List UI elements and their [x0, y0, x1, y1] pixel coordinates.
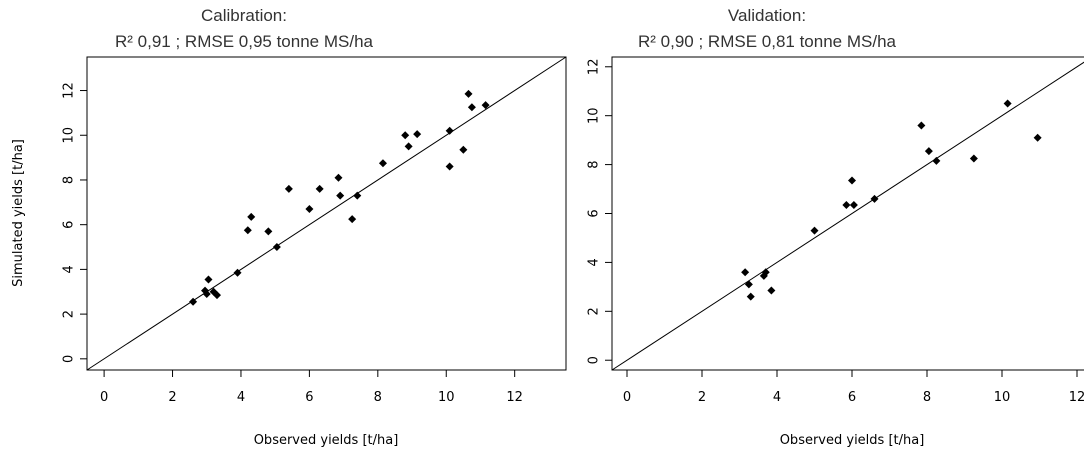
x-tick-label: 6	[305, 390, 313, 405]
data-point	[233, 268, 242, 277]
x-axis: 0 2 4 6 8 10 12	[100, 370, 523, 405]
x-tick-label: 8	[374, 390, 382, 405]
x-axis-label: Observed yields [t/ha]	[780, 433, 925, 448]
data-point	[969, 154, 978, 163]
x-tick-label: 0	[100, 390, 108, 405]
data-point	[1033, 133, 1042, 142]
x-tick-label: 4	[237, 390, 245, 405]
data-point	[305, 205, 314, 214]
data-point	[481, 101, 490, 110]
y-tick-label: 8	[62, 176, 77, 184]
data-point	[413, 130, 422, 139]
y-axis: 0 2 4 6 8 10 12	[62, 82, 87, 363]
y-tick-label: 12	[587, 59, 602, 76]
data-point	[243, 226, 252, 235]
y-tick-label: 10	[62, 127, 77, 144]
data-point	[264, 227, 273, 236]
x-tick-label: 8	[923, 390, 931, 405]
y-tick-label: 12	[62, 82, 77, 99]
data-point	[334, 173, 343, 182]
data-point	[404, 142, 413, 151]
y-tick-label: 8	[587, 160, 602, 168]
data-point	[767, 286, 776, 295]
data-point	[467, 103, 476, 112]
data-point	[272, 243, 281, 252]
data-point	[401, 131, 410, 140]
x-tick-label: 12	[1069, 390, 1084, 405]
validation-panel: Validation: R² 0,90 ; RMSE 0,81 tonne MS…	[587, 6, 1084, 448]
data-points	[189, 89, 490, 306]
data-point	[744, 280, 753, 289]
data-point	[247, 212, 256, 221]
y-tick-label: 0	[587, 356, 602, 364]
data-point	[924, 147, 933, 156]
data-point	[932, 156, 941, 165]
y-tick-label: 10	[587, 107, 602, 124]
data-point	[353, 191, 362, 200]
data-point	[348, 215, 357, 224]
y-tick-label: 4	[62, 265, 77, 273]
y-axis: 0 2 4 6 8 10 12	[587, 59, 612, 364]
data-point	[189, 297, 198, 306]
data-point	[761, 268, 770, 277]
identity-line	[86, 56, 567, 371]
x-tick-label: 12	[506, 390, 523, 405]
data-point	[810, 226, 819, 235]
data-points	[741, 99, 1042, 301]
x-tick-label: 4	[773, 390, 781, 405]
data-point	[336, 191, 345, 200]
x-tick-label: 2	[698, 390, 706, 405]
data-point	[848, 176, 856, 185]
x-tick-label: 0	[623, 390, 631, 405]
plot-frame	[86, 56, 567, 371]
data-point	[378, 159, 387, 168]
data-point	[746, 292, 755, 301]
plot-frame	[611, 56, 1084, 371]
data-point	[917, 121, 926, 130]
data-point	[849, 200, 858, 209]
data-point	[870, 194, 879, 203]
data-point	[464, 89, 473, 98]
chart-title: Calibration:	[201, 6, 287, 25]
data-point	[1003, 99, 1012, 108]
chart-subtitle: R² 0,90 ; RMSE 0,81 tonne MS/ha	[638, 32, 897, 51]
x-tick-label: 6	[848, 390, 856, 405]
identity-line	[611, 61, 1084, 371]
x-tick-label: 10	[438, 390, 455, 405]
y-tick-label: 4	[587, 258, 602, 266]
chart-subtitle: R² 0,91 ; RMSE 0,95 tonne MS/ha	[115, 32, 374, 51]
x-tick-label: 10	[994, 390, 1011, 405]
y-tick-label: 0	[62, 355, 77, 363]
data-point	[202, 289, 211, 298]
data-point	[284, 184, 293, 193]
y-tick-label: 6	[62, 221, 77, 229]
y-axis-label: Simulated yields [t/ha]	[11, 139, 26, 287]
y-tick-label: 6	[587, 209, 602, 217]
data-point	[204, 275, 213, 284]
chart-title: Validation:	[728, 6, 806, 25]
calibration-panel: Calibration: R² 0,91 ; RMSE 0,95 tonne M…	[11, 6, 567, 448]
data-point	[445, 162, 454, 171]
data-point	[445, 126, 454, 135]
y-tick-label: 2	[62, 310, 77, 318]
x-axis-label: Observed yields [t/ha]	[254, 433, 399, 448]
data-point	[315, 184, 324, 193]
y-tick-label: 2	[587, 307, 602, 315]
data-point	[213, 291, 222, 300]
data-point	[741, 268, 750, 277]
x-axis: 0 2 4 6 8 10 12	[623, 370, 1084, 405]
data-point	[459, 145, 468, 154]
x-tick-label: 2	[168, 390, 176, 405]
data-point	[842, 200, 851, 209]
